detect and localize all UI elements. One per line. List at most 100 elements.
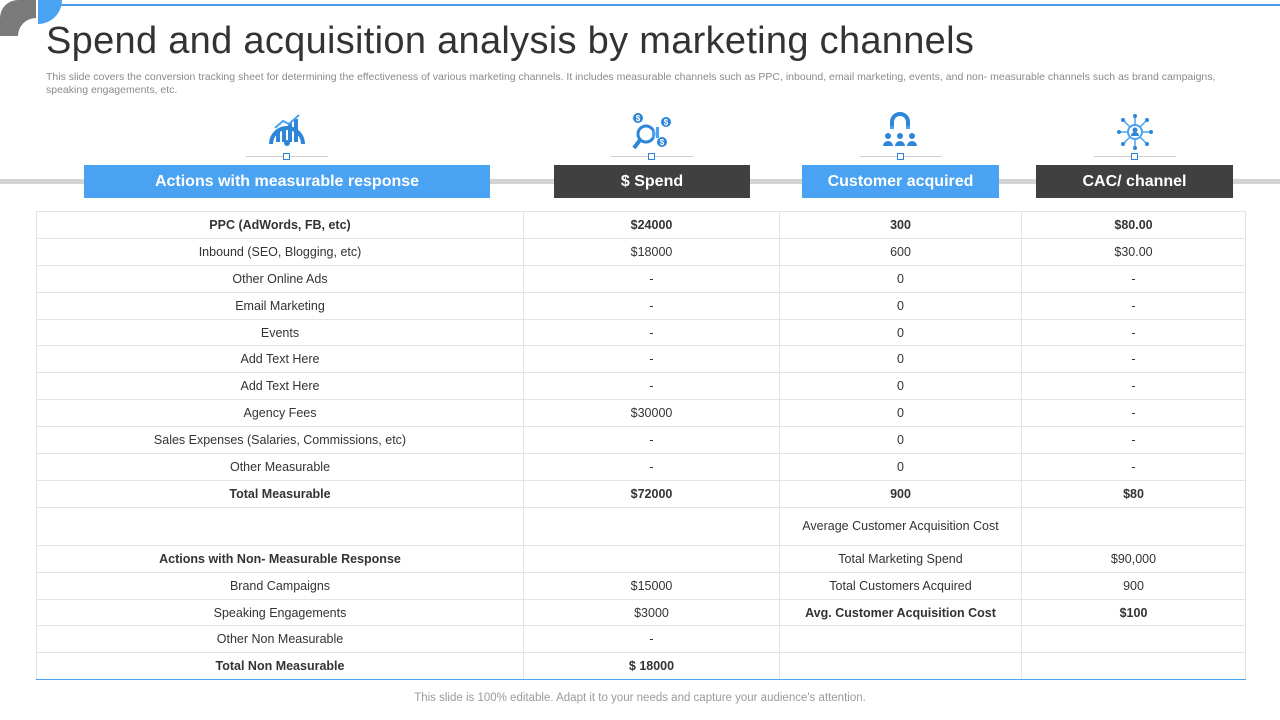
table-cell: -	[1021, 399, 1246, 428]
table-row: Total Non Measurable $ 18000	[36, 652, 1246, 681]
corner-decoration-icon	[0, 0, 62, 36]
table-cell: PPC (AdWords, FB, etc)	[36, 211, 524, 239]
table-cell	[779, 625, 1022, 654]
table-cell: -	[523, 372, 780, 401]
top-accent-line	[60, 4, 1280, 6]
table-cell: -	[523, 345, 780, 374]
table-cell: Total Measurable	[36, 479, 524, 508]
table-cell: 0	[779, 453, 1022, 481]
table-cell	[36, 506, 524, 546]
page-title: Spend and acquisition analysis by market…	[46, 20, 975, 62]
table-cell: $80	[1021, 479, 1246, 508]
table-row: Other Non Measurable -	[36, 625, 1246, 654]
table-cell: Events	[36, 318, 524, 347]
table-cell: $24000	[523, 211, 780, 239]
table-cell: -	[523, 291, 780, 320]
table-cell: 0	[779, 372, 1022, 401]
table-cell: Total Marketing Spend	[779, 544, 1022, 573]
table-cell: -	[1021, 345, 1246, 374]
table-cell	[1021, 625, 1246, 654]
table-cell: 0	[779, 399, 1022, 428]
table-cell: 300	[779, 211, 1022, 239]
table-row: Email Marketing -0-	[36, 291, 1246, 320]
table-cell: 0	[779, 264, 1022, 293]
table-cell: -	[1021, 372, 1246, 401]
table-cell: -	[523, 318, 780, 347]
table-cell: $ 18000	[523, 652, 780, 681]
table-cell: $90,000	[1021, 544, 1246, 573]
column-header-spend: $ Spend	[554, 165, 750, 198]
table-cell: 0	[779, 345, 1022, 374]
table-cell: Total Non Measurable	[36, 652, 524, 681]
table-cell: Brand Campaigns	[36, 571, 524, 600]
table-cell: Add Text Here	[36, 345, 524, 374]
table-cell: Inbound (SEO, Blogging, etc)	[36, 237, 524, 266]
table-cell: $30.00	[1021, 237, 1246, 266]
table-cell: $30000	[523, 399, 780, 428]
table-row: Events -0-	[36, 318, 1246, 347]
header-marker	[897, 153, 904, 160]
table-row: Add Text Here -0-	[36, 345, 1246, 374]
table-cell	[779, 652, 1022, 681]
table-cell: 0	[779, 426, 1022, 455]
table-cell: -	[1021, 318, 1246, 347]
column-header-cac: CAC/ channel	[1036, 165, 1233, 198]
table-row: PPC (AdWords, FB, etc) $24000 300 $80.00	[36, 211, 1246, 239]
table-cell: 0	[779, 291, 1022, 320]
table-cell: Other Non Measurable	[36, 625, 524, 654]
table-row: Other Online Ads -0-	[36, 264, 1246, 293]
table-cell: 0	[779, 318, 1022, 347]
table-cell: Add Text Here	[36, 372, 524, 401]
table-cell: -	[523, 453, 780, 481]
table-cell: $100	[1021, 598, 1246, 627]
table-cell	[1021, 506, 1246, 546]
svg-text:$: $	[664, 118, 669, 127]
table-cell: Avg. Customer Acquisition Cost	[779, 598, 1022, 627]
table-cell	[523, 506, 780, 546]
table-row: Speaking Engagements $3000 Avg. Customer A…	[36, 598, 1246, 627]
table-row: Actions with Non- Measurable Response Tot…	[36, 544, 1246, 573]
table-cell	[523, 544, 780, 573]
table-row: Sales Expenses (Salaries, Commissions, e…	[36, 426, 1246, 455]
table-cell: Other Measurable	[36, 453, 524, 481]
table-cell: -	[1021, 453, 1246, 481]
header-marker	[283, 153, 290, 160]
svg-text:$: $	[660, 138, 665, 147]
column-header-customers: Customer acquired	[802, 165, 999, 198]
table-cell: Agency Fees	[36, 399, 524, 428]
table-cell: $72000	[523, 479, 780, 508]
table-cell: 900	[779, 479, 1022, 508]
table-cell: $15000	[523, 571, 780, 600]
column-header-measurable: Actions with measurable response	[84, 165, 490, 198]
gauge-chart-icon	[267, 112, 307, 152]
table-cell: -	[1021, 426, 1246, 455]
svg-text:$: $	[636, 114, 641, 123]
dollar-analysis-icon: $ $ $	[632, 112, 672, 152]
table-cell: -	[523, 625, 780, 654]
table-cell: Sales Expenses (Salaries, Commissions, e…	[36, 426, 524, 455]
table-cell: 900	[1021, 571, 1246, 600]
table-cell: Speaking Engagements	[36, 598, 524, 627]
table-cell: $80.00	[1021, 211, 1246, 239]
footer-note: This slide is 100% editable. Adapt it to…	[414, 692, 866, 704]
table-row: Agency Fees $30000 0-	[36, 399, 1246, 428]
page-subtitle: This slide covers the conversion trackin…	[46, 71, 1216, 96]
table-row: Add Text Here -0-	[36, 372, 1246, 401]
data-table: PPC (AdWords, FB, etc) $24000 300 $80.00 Inb…	[36, 211, 1246, 681]
table-cell: Total Customers Acquired	[779, 571, 1022, 600]
table-cell: Average Customer Acquisition Cost	[779, 506, 1022, 546]
table-cell: 600	[779, 237, 1022, 266]
header-marker	[1131, 153, 1138, 160]
table-cell: -	[523, 426, 780, 455]
table-cell: -	[1021, 264, 1246, 293]
customer-magnet-icon	[880, 112, 920, 152]
table-cell	[1021, 652, 1246, 681]
table-cell: Actions with Non- Measurable Response	[36, 544, 524, 573]
table-row: Average Customer Acquisition Cost	[36, 506, 1246, 546]
table-cell: $18000	[523, 237, 780, 266]
table-cell: Email Marketing	[36, 291, 524, 320]
table-row: Inbound (SEO, Blogging, etc) $18000 600 $30…	[36, 237, 1246, 266]
header-marker	[648, 153, 655, 160]
table-cell: -	[1021, 291, 1246, 320]
table-row: Total Measurable $72000 900 $80	[36, 479, 1246, 508]
